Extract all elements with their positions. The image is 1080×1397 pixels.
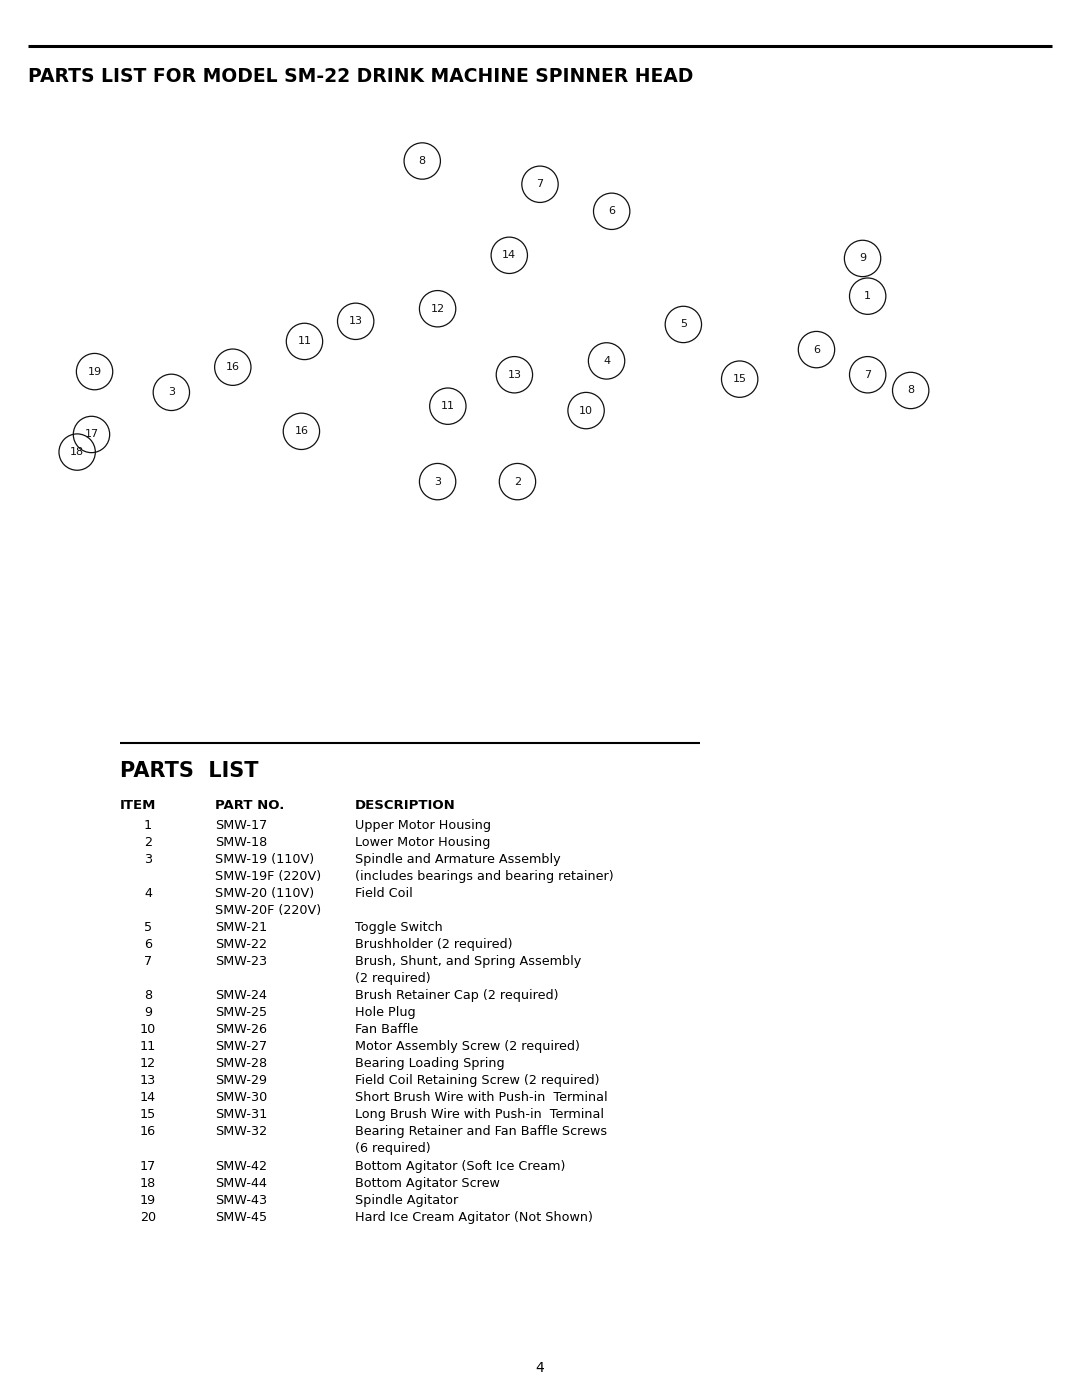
Text: SMW-45: SMW-45: [215, 1211, 267, 1224]
Text: 16: 16: [140, 1126, 157, 1139]
Text: 11: 11: [297, 337, 311, 346]
Text: Brush, Shunt, and Spring Assembly: Brush, Shunt, and Spring Assembly: [355, 956, 581, 968]
Text: SMW-17: SMW-17: [215, 819, 267, 831]
Text: PARTS  LIST: PARTS LIST: [120, 761, 258, 781]
Text: Hard Ice Cream Agitator (Not Shown): Hard Ice Cream Agitator (Not Shown): [355, 1211, 593, 1224]
Text: Field Coil: Field Coil: [355, 887, 413, 900]
Text: Bearing Retainer and Fan Baffle Screws: Bearing Retainer and Fan Baffle Screws: [355, 1126, 607, 1139]
Text: (6 required): (6 required): [355, 1143, 431, 1155]
Text: SMW-23: SMW-23: [215, 956, 267, 968]
Text: 13: 13: [140, 1074, 157, 1087]
Text: SMW-19F (220V): SMW-19F (220V): [215, 870, 321, 883]
Text: Upper Motor Housing: Upper Motor Housing: [355, 819, 491, 831]
Text: (includes bearings and bearing retainer): (includes bearings and bearing retainer): [355, 870, 613, 883]
Text: 16: 16: [226, 362, 240, 372]
Text: SMW-31: SMW-31: [215, 1108, 267, 1122]
Text: ITEM: ITEM: [120, 799, 157, 812]
Text: SMW-26: SMW-26: [215, 1023, 267, 1037]
Text: SMW-19 (110V): SMW-19 (110V): [215, 852, 314, 866]
Text: SMW-20F (220V): SMW-20F (220V): [215, 904, 321, 916]
Text: SMW-42: SMW-42: [215, 1160, 267, 1172]
Text: 6: 6: [813, 345, 820, 355]
Text: 20: 20: [140, 1211, 157, 1224]
Text: 4: 4: [536, 1361, 544, 1375]
Text: 13: 13: [508, 370, 522, 380]
Text: 12: 12: [431, 303, 445, 314]
Text: 1: 1: [864, 291, 872, 302]
Text: SMW-29: SMW-29: [215, 1074, 267, 1087]
Text: 18: 18: [140, 1176, 157, 1190]
Text: SMW-24: SMW-24: [215, 989, 267, 1002]
Text: Bottom Agitator Screw: Bottom Agitator Screw: [355, 1176, 500, 1190]
Text: Brushholder (2 required): Brushholder (2 required): [355, 937, 513, 951]
Text: SMW-43: SMW-43: [215, 1193, 267, 1207]
Text: 3: 3: [434, 476, 441, 486]
Text: PARTS LIST FOR MODEL SM-22 DRINK MACHINE SPINNER HEAD: PARTS LIST FOR MODEL SM-22 DRINK MACHINE…: [28, 67, 693, 87]
Text: 14: 14: [140, 1091, 157, 1105]
Text: SMW-20 (110V): SMW-20 (110V): [215, 887, 314, 900]
Text: 17: 17: [84, 429, 98, 440]
Text: Long Brush Wire with Push-in  Terminal: Long Brush Wire with Push-in Terminal: [355, 1108, 604, 1122]
Text: 4: 4: [603, 356, 610, 366]
Text: 7: 7: [537, 179, 543, 189]
Text: Motor Assembly Screw (2 required): Motor Assembly Screw (2 required): [355, 1041, 580, 1053]
Text: 3: 3: [167, 387, 175, 397]
Text: 18: 18: [70, 447, 84, 457]
Text: 9: 9: [144, 1006, 152, 1020]
Text: PART NO.: PART NO.: [215, 799, 284, 812]
Text: SMW-28: SMW-28: [215, 1058, 267, 1070]
Text: 2: 2: [514, 476, 521, 486]
Text: Short Brush Wire with Push-in  Terminal: Short Brush Wire with Push-in Terminal: [355, 1091, 608, 1105]
Text: 4: 4: [144, 887, 152, 900]
Text: Hole Plug: Hole Plug: [355, 1006, 416, 1020]
Text: 14: 14: [502, 250, 516, 260]
Text: SMW-21: SMW-21: [215, 921, 267, 935]
Text: (2 required): (2 required): [355, 972, 431, 985]
Text: 3: 3: [144, 852, 152, 866]
Text: Spindle Agitator: Spindle Agitator: [355, 1193, 458, 1207]
Text: Spindle and Armature Assembly: Spindle and Armature Assembly: [355, 852, 561, 866]
Text: SMW-32: SMW-32: [215, 1126, 267, 1139]
Text: Toggle Switch: Toggle Switch: [355, 921, 443, 935]
Text: 11: 11: [441, 401, 455, 411]
Text: Bearing Loading Spring: Bearing Loading Spring: [355, 1058, 504, 1070]
Text: 8: 8: [144, 989, 152, 1002]
Text: 8: 8: [419, 156, 426, 166]
Text: 19: 19: [87, 366, 102, 377]
Text: Brush Retainer Cap (2 required): Brush Retainer Cap (2 required): [355, 989, 558, 1002]
Text: 1: 1: [144, 819, 152, 831]
Text: 5: 5: [144, 921, 152, 935]
Text: 10: 10: [140, 1023, 157, 1037]
Text: 7: 7: [864, 370, 872, 380]
Text: 19: 19: [140, 1193, 157, 1207]
Text: 11: 11: [140, 1041, 157, 1053]
Text: SMW-30: SMW-30: [215, 1091, 267, 1105]
Text: SMW-18: SMW-18: [215, 835, 267, 849]
Text: 7: 7: [144, 956, 152, 968]
Text: 10: 10: [579, 405, 593, 415]
Text: SMW-44: SMW-44: [215, 1176, 267, 1190]
Text: Lower Motor Housing: Lower Motor Housing: [355, 835, 490, 849]
Text: 6: 6: [608, 207, 616, 217]
Text: Bottom Agitator (Soft Ice Cream): Bottom Agitator (Soft Ice Cream): [355, 1160, 565, 1172]
Text: 12: 12: [140, 1058, 157, 1070]
Text: 8: 8: [907, 386, 915, 395]
Text: DESCRIPTION: DESCRIPTION: [355, 799, 456, 812]
Text: 15: 15: [140, 1108, 157, 1122]
Text: 2: 2: [144, 835, 152, 849]
Text: 16: 16: [295, 426, 309, 436]
Text: 6: 6: [144, 937, 152, 951]
Text: SMW-22: SMW-22: [215, 937, 267, 951]
Text: 13: 13: [349, 316, 363, 327]
Text: SMW-25: SMW-25: [215, 1006, 267, 1020]
Text: Fan Baffle: Fan Baffle: [355, 1023, 418, 1037]
Text: 9: 9: [859, 253, 866, 264]
Text: 17: 17: [140, 1160, 157, 1172]
Text: SMW-27: SMW-27: [215, 1041, 267, 1053]
Text: 5: 5: [680, 320, 687, 330]
Text: 15: 15: [732, 374, 746, 384]
Text: Field Coil Retaining Screw (2 required): Field Coil Retaining Screw (2 required): [355, 1074, 599, 1087]
